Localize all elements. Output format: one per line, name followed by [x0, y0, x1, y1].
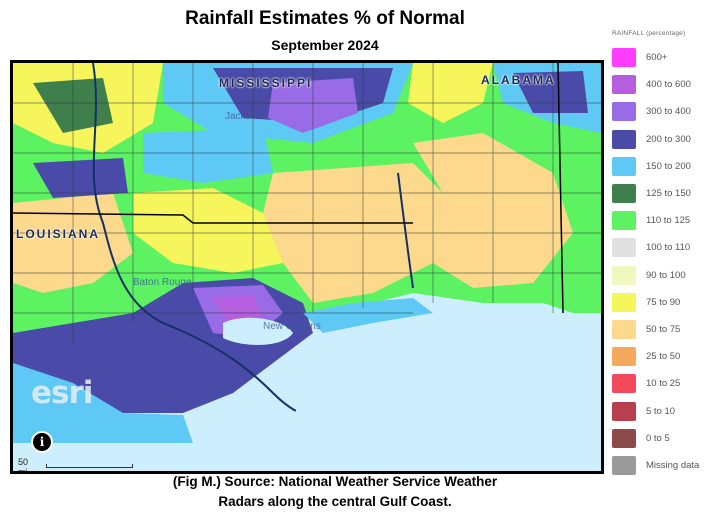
legend-label: 5 to 10 — [646, 405, 676, 417]
legend-item: 50 to 75 — [612, 316, 720, 343]
precip-area-coast-east-blue — [303, 298, 433, 333]
legend-swatch — [612, 265, 636, 285]
lake-pontchartrain — [223, 317, 293, 345]
map-subtitle: September 2024 — [271, 37, 379, 53]
legend-swatch — [612, 374, 636, 394]
legend-item: 0 to 5 — [612, 425, 720, 452]
legend-swatch — [612, 238, 636, 258]
legend-label: 0 to 5 — [646, 432, 670, 444]
state-label-mississippi: MISSISSIPPI — [219, 76, 313, 90]
state-border-ms-al — [557, 63, 564, 314]
legend-item: 110 to 125 — [612, 207, 720, 234]
precip-area-ne-yellow — [408, 63, 493, 123]
rainfall-map[interactable]: MISSISSIPPI ALABAMA LOUISIANA Jackson Ba… — [10, 60, 604, 474]
city-label-baton-rouge: Baton Rouge — [133, 277, 192, 288]
legend-swatch — [612, 428, 636, 448]
legend-label: 10 to 25 — [646, 378, 681, 390]
precip-area-mid-blue — [143, 128, 273, 183]
scale-label: 50 mi — [18, 457, 29, 474]
legend-label: 300 to 400 — [646, 106, 691, 118]
county-boundaries — [13, 63, 601, 343]
legend-swatch — [612, 129, 636, 149]
legend-swatch — [612, 102, 636, 122]
legend-item: 10 to 25 — [612, 370, 720, 397]
legend-item: 300 to 400 — [612, 98, 720, 125]
legend-label: 75 to 90 — [646, 296, 681, 308]
legend-label: 150 to 200 — [646, 160, 691, 172]
legend-swatch — [612, 75, 636, 95]
map-title: Rainfall Estimates % of Normal — [185, 8, 465, 29]
legend-title: RAINFALL (percentage) — [612, 30, 686, 37]
legend-label: 200 to 300 — [646, 133, 691, 145]
legend-swatch — [612, 184, 636, 204]
legend-swatch — [612, 48, 636, 68]
figure-caption: (Fig M.) Source: National Weather Servic… — [0, 472, 670, 512]
legend-item: 150 to 200 — [612, 153, 720, 180]
legend-item: 90 to 100 — [612, 262, 720, 289]
pearl-river — [397, 172, 414, 289]
precip-area-west-yellow — [133, 188, 283, 273]
legend-label: 400 to 600 — [646, 79, 691, 91]
state-label-louisiana: LOUISIANA — [16, 227, 100, 241]
precip-area-south-magenta — [213, 295, 263, 323]
legend-swatch — [612, 319, 636, 339]
legend-label: 125 to 150 — [646, 188, 691, 200]
legend-item: 600+ — [612, 44, 720, 71]
legend-label: 50 to 75 — [646, 323, 681, 335]
legend-item: 400 to 600 — [612, 71, 720, 98]
legend-label: Missing data — [646, 459, 700, 471]
legend-item: 125 to 150 — [612, 180, 720, 207]
legend-swatch — [612, 401, 636, 421]
legend-rows: 600+ 400 to 600 300 to 400 200 to 300 150 to… — [612, 44, 720, 479]
state-border-la-ms — [13, 212, 413, 224]
legend-swatch — [612, 292, 636, 312]
legend-label: 100 to 110 — [646, 242, 691, 254]
legend-item: 200 to 300 — [612, 126, 720, 153]
rainfall-map-canvas — [13, 63, 601, 471]
precip-area-ne-dark — [513, 71, 588, 113]
legend-label: 90 to 100 — [646, 269, 686, 281]
legend-label: 25 to 50 — [646, 351, 681, 363]
scale-bar-line — [46, 464, 133, 468]
info-icon[interactable]: i — [31, 431, 53, 453]
city-label-new-orleans: New Orleans — [263, 321, 321, 332]
state-label-alabama: ALABAMA — [481, 73, 556, 87]
legend-item: 25 to 50 — [612, 343, 720, 370]
caption-line-1: (Fig M.) Source: National Weather Servic… — [172, 474, 498, 489]
legend-item: 75 to 90 — [612, 289, 720, 316]
caption-line-2: Radars along the central Gulf Coast. — [218, 494, 452, 509]
legend-swatch — [612, 156, 636, 176]
legend-swatch — [612, 455, 636, 475]
legend-swatch — [612, 211, 636, 231]
mississippi-river — [92, 63, 314, 419]
legend: RAINFALL (percentage) 600+ 400 to 600 300 … — [612, 30, 720, 479]
legend-item: 5 to 10 — [612, 397, 720, 424]
precip-area-coast-blue — [13, 363, 193, 443]
city-label-jackson: Jackson — [225, 111, 262, 122]
legend-label: 110 to 125 — [646, 215, 691, 227]
legend-item: Missing data — [612, 452, 720, 479]
precip-area-west-dark — [33, 158, 128, 198]
esri-logo: esri — [31, 375, 93, 411]
legend-item: 100 to 110 — [612, 234, 720, 261]
legend-swatch — [612, 347, 636, 367]
delta-water — [293, 393, 333, 423]
legend-label: 600+ — [646, 52, 668, 64]
